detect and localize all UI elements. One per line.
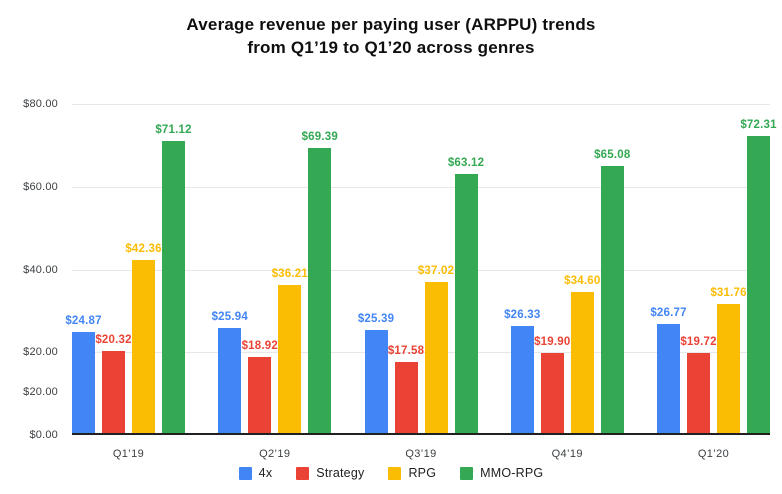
chart-title-line-2: from Q1’19 to Q1’20 across genres xyxy=(247,38,535,57)
x-axis-category-label: Q1’19 xyxy=(112,448,145,460)
chart-title-line-1: Average revenue per paying user (ARPPU) … xyxy=(186,15,596,34)
legend-swatch xyxy=(296,466,310,480)
bar-strategy: $20.32 xyxy=(95,334,131,435)
bar-value-label: $24.87 xyxy=(65,315,102,328)
bar-rpg: $34.60 xyxy=(564,275,600,435)
y-axis-tick-label: $60.00 xyxy=(23,180,58,193)
bar-group-Q1’20: $26.77 $19.72 $31.76 $72.31 xyxy=(650,104,776,435)
bar-mmo-rpg: $72.31 xyxy=(740,119,776,435)
bar-rpg: $31.76 xyxy=(710,287,746,435)
x-axis-line xyxy=(72,433,770,435)
legend-swatch xyxy=(238,466,252,480)
bar-group-Q2’19: $25.94 $18.92 $36.21 $69.39 xyxy=(212,104,338,435)
x-axis-category-label: Q2’19 xyxy=(259,448,291,460)
legend-item-rpg: RPG xyxy=(388,466,436,480)
bar-value-label: $25.39 xyxy=(357,312,395,325)
bar-value-label: $34.60 xyxy=(564,274,601,287)
bar-4x: $24.87 xyxy=(65,315,101,435)
plot-area: $24.87 $20.32 $42.36 $71.12 $25.94 $18.92 $36.… xyxy=(65,104,776,435)
bar-4x: $25.94 xyxy=(212,311,248,435)
bar-strategy: $18.92 xyxy=(242,340,278,435)
bars-row: $24.87 $20.32 $42.36 $71.12 $25.94 $18.92 $36.… xyxy=(65,104,776,435)
chart-title: Average revenue per paying user (ARPPU) … xyxy=(0,13,782,59)
bar-rpg: $42.36 xyxy=(125,243,161,435)
y-axis-tick-label: $80.00 xyxy=(23,98,58,110)
gridline xyxy=(72,186,770,188)
gridline xyxy=(72,104,770,105)
bar-4x: $26.77 xyxy=(650,307,686,435)
bar-mmo-rpg: $69.39 xyxy=(302,131,338,435)
bar-value-label: $20.32 xyxy=(95,333,132,346)
bar-4x: $25.39 xyxy=(358,313,394,435)
bar-strategy: $19.72 xyxy=(680,336,716,435)
bar-value-label: $69.39 xyxy=(301,130,338,143)
legend-swatch xyxy=(388,466,402,480)
gridline xyxy=(72,352,770,354)
x-axis-category-label: Q3’19 xyxy=(405,448,437,460)
bar-value-label: $17.58 xyxy=(387,345,425,358)
bar-value-label: $25.94 xyxy=(211,310,248,323)
legend-label: RPG xyxy=(408,466,437,480)
bar-value-label: $19.72 xyxy=(680,336,717,349)
bar-group-Q1’19: $24.87 $20.32 $42.36 $71.12 xyxy=(65,104,191,435)
bar-value-label: $65.08 xyxy=(594,148,631,161)
bar-group-Q4’19: $26.33 $19.90 $34.60 $65.08 xyxy=(504,104,630,435)
y-axis-tick-label: $20.00 xyxy=(23,385,58,398)
bar-strategy: $19.90 xyxy=(534,336,570,435)
bar-strategy: $17.58 xyxy=(388,345,424,435)
x-axis-category-label: Q4’19 xyxy=(551,448,583,460)
bar-value-label: $71.12 xyxy=(155,123,192,136)
legend-label: Strategy xyxy=(316,466,365,480)
legend-item-4x: 4x xyxy=(238,466,273,480)
bar-mmo-rpg: $71.12 xyxy=(155,124,191,435)
bar-mmo-rpg: $65.08 xyxy=(594,149,630,435)
y-axis-tick-label: $0.00 xyxy=(29,429,58,441)
bar-rpg: $37.02 xyxy=(418,265,454,435)
gridline xyxy=(72,269,770,271)
y-axis-tick-label: $20.00 xyxy=(23,346,58,359)
x-axis: Q1’19 Q2’19 Q3’19 Q4’19 Q1’20 xyxy=(72,448,770,460)
bar-value-label: $18.92 xyxy=(241,339,278,352)
bar-4x: $26.33 xyxy=(504,309,540,435)
bar-value-label: $26.77 xyxy=(650,307,687,320)
legend-swatch xyxy=(460,466,474,480)
legend-item-mmo-rpg: MMO-RPG xyxy=(460,466,543,480)
legend-label: 4x xyxy=(258,466,273,480)
bar-mmo-rpg: $63.12 xyxy=(448,157,484,435)
bar-value-label: $26.33 xyxy=(504,309,541,322)
bar-value-label: $37.02 xyxy=(417,264,455,277)
legend-label: MMO-RPG xyxy=(480,466,544,480)
bar-value-label: $31.76 xyxy=(710,286,747,299)
y-axis-tick-label: $40.00 xyxy=(23,263,58,276)
legend: 4x Strategy RPG MMO-RPG xyxy=(0,466,782,480)
bar-value-label: $42.36 xyxy=(125,242,162,255)
bar-value-label: $72.31 xyxy=(740,118,777,131)
bar-rpg: $36.21 xyxy=(272,268,308,435)
bar-group-Q3’19: $25.39 $17.58 $37.02 $63.12 xyxy=(358,104,484,435)
bar-value-label: $63.12 xyxy=(447,156,485,169)
x-axis-category-label: Q1’20 xyxy=(697,448,730,460)
bar-value-label: $36.21 xyxy=(271,268,308,281)
bar-value-label: $19.90 xyxy=(534,335,571,348)
legend-item-strategy: Strategy xyxy=(296,466,364,480)
